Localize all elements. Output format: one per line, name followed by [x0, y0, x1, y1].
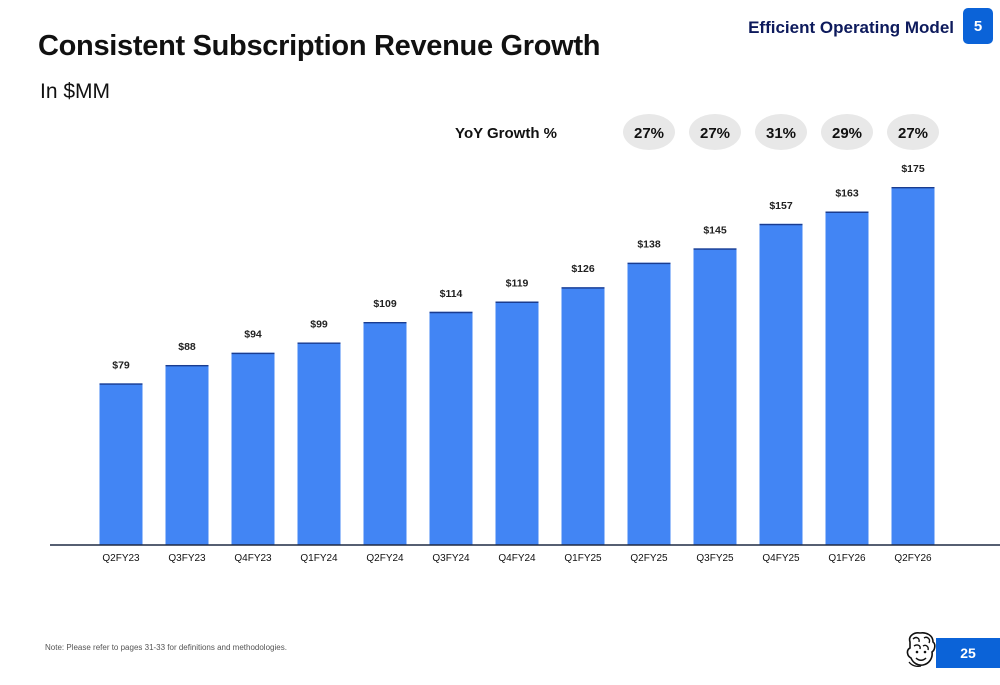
data-label: $119 [506, 278, 529, 290]
x-tick-label: Q1FY25 [564, 553, 602, 564]
page-number: 25 [936, 638, 1000, 668]
bar [759, 223, 803, 545]
section-number-badge: 5 [963, 8, 993, 44]
section-tag: Efficient Operating Model [748, 18, 954, 37]
x-tick-label: Q2FY25 [630, 553, 668, 564]
bar [561, 287, 605, 545]
yoy-growth-row: YoY Growth % 27% 27% 31% 29% 27% [455, 114, 939, 150]
bar [693, 248, 737, 545]
yoy-value: 27% [898, 125, 928, 142]
yoy-pill [689, 114, 741, 150]
data-label: $109 [373, 298, 397, 310]
yoy-pill [821, 114, 873, 150]
x-tick-label: Q1FY26 [828, 553, 866, 564]
bar [165, 364, 209, 545]
yoy-value: 27% [700, 125, 730, 142]
bar [429, 311, 473, 545]
data-label: $145 [703, 224, 727, 236]
yoy-value: 31% [766, 125, 796, 142]
data-label: $126 [571, 263, 595, 275]
footnote: Note: Please refer to pages 31-33 for de… [45, 643, 287, 652]
x-tick-label: Q2FY24 [366, 553, 404, 564]
bar [297, 342, 341, 545]
x-tick-label: Q1FY24 [300, 553, 338, 564]
yoy-growth-label: YoY Growth % [455, 125, 557, 142]
bar [99, 383, 143, 545]
bar [495, 301, 539, 545]
yoy-value: 29% [832, 125, 862, 142]
data-label: $163 [835, 188, 859, 200]
x-tick-label: Q3FY24 [432, 553, 470, 564]
revenue-bar-chart: YoY Growth % 27% 27% 31% 29% 27% $79 $88 $94 $99… [50, 114, 1000, 564]
bison-mascot-icon [906, 632, 936, 668]
bars [99, 186, 935, 545]
page-title: Consistent Subscription Revenue Growth [38, 30, 601, 62]
yoy-pill [623, 114, 675, 150]
data-label: $138 [637, 239, 661, 251]
data-label: $157 [769, 200, 793, 212]
x-axis-tick-labels: Q2FY23 Q3FY23 Q4FY23 Q1FY24 Q2FY24 Q3FY24 Q4FY… [102, 553, 932, 564]
data-label: $114 [440, 288, 463, 300]
x-tick-label: Q3FY25 [696, 553, 734, 564]
bar [825, 211, 869, 545]
bar [627, 262, 671, 545]
data-label: $88 [178, 341, 196, 353]
yoy-value: 27% [634, 125, 664, 142]
x-tick-label: Q4FY24 [498, 553, 536, 564]
bar [363, 322, 407, 545]
x-tick-label: Q4FY25 [762, 553, 800, 564]
data-label: $79 [112, 359, 130, 371]
x-tick-label: Q2FY23 [102, 553, 140, 564]
data-label: $175 [901, 163, 925, 175]
yoy-pill [755, 114, 807, 150]
x-tick-label: Q4FY23 [234, 553, 272, 564]
x-tick-label: Q3FY23 [168, 553, 206, 564]
bar [891, 187, 935, 545]
page-subtitle: In $MM [40, 80, 111, 103]
data-labels: $79 $88 $94 $99 $109 $114 $119 $126 $138 $145 $157… [112, 163, 925, 371]
bar [231, 352, 275, 545]
data-label: $99 [310, 318, 328, 330]
data-label: $94 [244, 329, 262, 341]
yoy-pill [887, 114, 939, 150]
x-tick-label: Q2FY26 [894, 553, 932, 564]
